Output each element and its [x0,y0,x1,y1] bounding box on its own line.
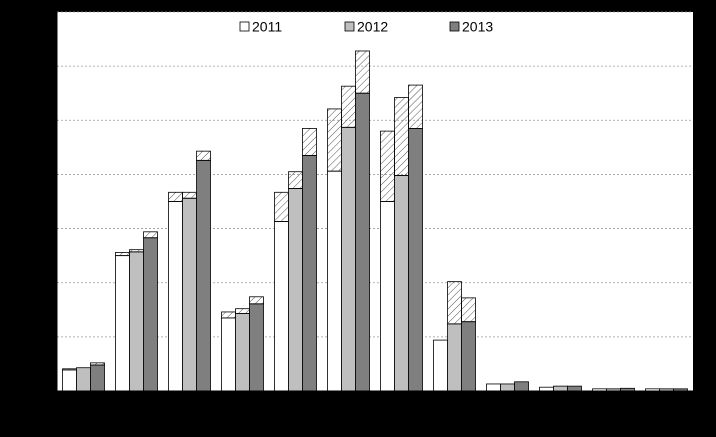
legend-swatch [449,21,460,32]
y-tick-label: 5 [39,111,47,127]
bar [500,383,515,392]
legend-label: 2012 [357,19,388,35]
bar [447,323,462,392]
y-tick-label: 7 [39,3,47,19]
bar-hatched [327,108,342,172]
bar-hatched [143,231,158,239]
bar [394,175,409,392]
bar [461,321,476,392]
bar-hatched [394,97,409,176]
bar [539,386,554,392]
bar [249,303,264,392]
y-tick-label: 3 [39,219,47,235]
bar [143,237,158,392]
bar-hatched [288,171,303,189]
bar-hatched [274,191,289,222]
bar [341,126,356,392]
bar [380,201,395,392]
bar-hatched [249,296,264,305]
bar [196,159,211,392]
bar-hatched [341,85,356,128]
legend-label: 2011 [252,19,282,35]
bar [235,313,250,392]
bar-hatched [115,251,130,257]
y-tick-label: 6 [39,57,47,73]
bar [433,339,448,392]
y-tick-label: 1 [39,328,47,344]
bar-hatched [90,362,105,366]
bar [62,369,77,392]
bar-hatched [182,191,197,199]
bar [182,197,197,392]
legend-swatch [344,21,355,32]
bar [90,364,105,392]
bar-hatched [302,128,317,156]
bar [408,128,423,392]
bar [288,188,303,392]
bar [168,201,183,392]
legend-swatch [239,21,250,32]
bar-hatched [408,84,423,129]
bar [355,92,370,392]
bar-hatched [461,297,476,323]
bar-hatched [196,150,211,161]
bar [274,221,289,392]
plot-area [57,12,693,391]
bar-hatched [168,191,183,202]
bar [76,367,91,392]
bar-hatched [447,281,462,325]
bar [553,385,568,392]
bar [514,381,529,392]
bar [302,155,317,392]
bar [115,255,130,392]
bar [221,317,236,392]
bar-hatched [221,311,236,319]
bar [327,170,342,392]
y-tick-label: 2 [39,273,47,289]
bar-hatched [129,249,144,253]
bar-hatched [235,308,250,314]
bar [567,385,582,392]
bar [486,383,501,392]
bar-hatched [62,368,77,371]
legend-label: 2013 [462,19,493,35]
y-tick-label: 4 [39,165,47,181]
bar-hatched [380,130,395,202]
bar-hatched [355,50,370,94]
y-tick-label: 0 [39,382,47,398]
bar [129,251,144,392]
